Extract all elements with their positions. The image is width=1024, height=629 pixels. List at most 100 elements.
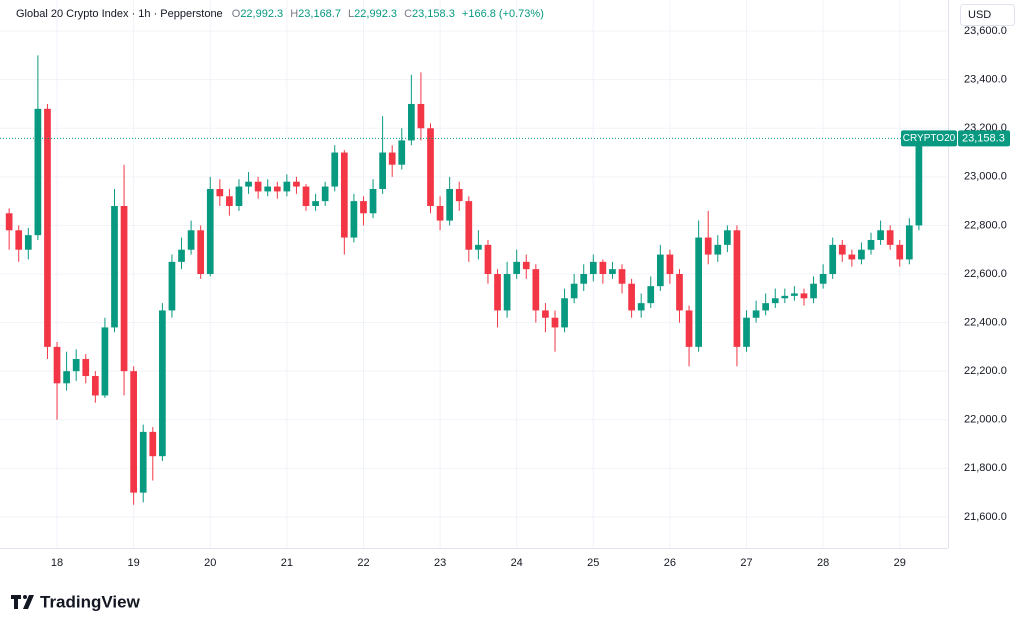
close-value: 23,158.3 (412, 8, 455, 20)
candles (0, 55, 948, 505)
candle-body (810, 283, 817, 299)
currency-box[interactable] (960, 4, 1015, 26)
axes: 21,600.0 21,800.0 22,000.0 22,200.0 22,400.0… (51, 25, 1010, 569)
candle-body (647, 286, 655, 304)
logo-mark (23, 595, 34, 609)
candle-body (791, 293, 798, 296)
y-tick-label: 22,000.0 (964, 414, 1007, 426)
candle-body (44, 108, 51, 347)
candle-body (848, 254, 856, 260)
candle-body (762, 303, 770, 311)
logo-mark (11, 595, 21, 609)
candle-body (283, 181, 291, 192)
candle-body (599, 261, 607, 274)
x-tick-label: 23 (434, 557, 446, 569)
candle-body (628, 283, 635, 311)
candle-body (829, 244, 837, 274)
candle-body (676, 274, 683, 311)
candle-body (465, 201, 473, 250)
candle-body (139, 431, 147, 493)
candle-body (149, 431, 157, 457)
x-tick-label: 26 (664, 557, 676, 569)
candle-body (695, 237, 702, 347)
y-tick-label: 21,600.0 (964, 511, 1007, 523)
candle-body (350, 201, 358, 238)
candle-body (273, 186, 281, 192)
candle-body (388, 152, 396, 165)
low-value: 22,992.3 (354, 8, 397, 20)
logo-mark (23, 595, 27, 599)
x-tick-label: 21 (281, 557, 293, 569)
candle-body (858, 249, 865, 260)
candle-body (91, 376, 99, 396)
candle-body (379, 152, 386, 189)
candle-body (427, 128, 434, 206)
candle-body (245, 181, 252, 187)
candle-body (714, 244, 722, 255)
y-tick-label: 22,200.0 (964, 365, 1007, 377)
candle-body (436, 205, 444, 221)
candle-body (819, 274, 827, 284)
candle-body (120, 205, 128, 372)
open-label: O (232, 8, 241, 20)
candle-body (513, 261, 521, 274)
candle-body (206, 188, 214, 274)
close-label: C (404, 8, 412, 20)
y-tick-label: 23,400.0 (964, 74, 1007, 86)
x-tick-label: 29 (894, 557, 906, 569)
x-tick-label: 20 (204, 557, 216, 569)
candle-body (542, 310, 549, 318)
candle-body (877, 230, 884, 240)
candle-body (522, 261, 530, 270)
x-tick-label: 19 (128, 557, 140, 569)
candle-body (637, 303, 645, 311)
x-tick-label: 18 (51, 557, 63, 569)
change: +166.8 (+0.73%) (462, 8, 544, 20)
candle-body (72, 359, 80, 372)
candle-body (743, 317, 750, 347)
candle-body (561, 298, 568, 328)
candle-body (168, 261, 176, 311)
candle-body (264, 186, 272, 192)
candle-body (771, 298, 779, 304)
candle-body (360, 201, 367, 214)
candle-body (494, 274, 501, 311)
candle-body (82, 359, 90, 377)
symbol-tag-label: CRYPTO20 (903, 133, 956, 144)
candle-body (724, 230, 731, 245)
candle-body (551, 317, 559, 328)
candle-body (446, 188, 454, 221)
x-tick-label: 25 (587, 557, 599, 569)
candle-body (340, 152, 348, 238)
candle-body (302, 186, 310, 206)
currency[interactable]: USD (968, 9, 991, 21)
candle-body (331, 152, 339, 187)
candle-body (867, 239, 875, 250)
candle-body (235, 186, 243, 206)
candle-body (216, 188, 224, 197)
candle-body (484, 244, 492, 274)
candle-body (398, 140, 406, 165)
price-tag-label: 23,158.3 (962, 132, 1005, 144)
candle-body (609, 269, 616, 274)
candle-body (417, 103, 425, 129)
candle-body (915, 138, 923, 226)
candle-body (666, 254, 674, 274)
candle-body (752, 310, 760, 318)
candle-body (15, 230, 23, 250)
candle-body (905, 225, 913, 260)
x-tick-label: 24 (511, 557, 523, 569)
logo: TradingView (11, 592, 141, 611)
candle-body (886, 230, 894, 245)
candle-body (159, 310, 166, 457)
candle-body (101, 327, 109, 396)
x-tick-label: 27 (740, 557, 752, 569)
candle-body (503, 274, 511, 311)
candle-body (589, 261, 597, 274)
candle-body (5, 213, 13, 231)
candle-body (197, 230, 205, 274)
candle-body (312, 201, 319, 206)
y-tick-label: 21,800.0 (964, 462, 1007, 474)
brand: TradingView (40, 592, 141, 611)
